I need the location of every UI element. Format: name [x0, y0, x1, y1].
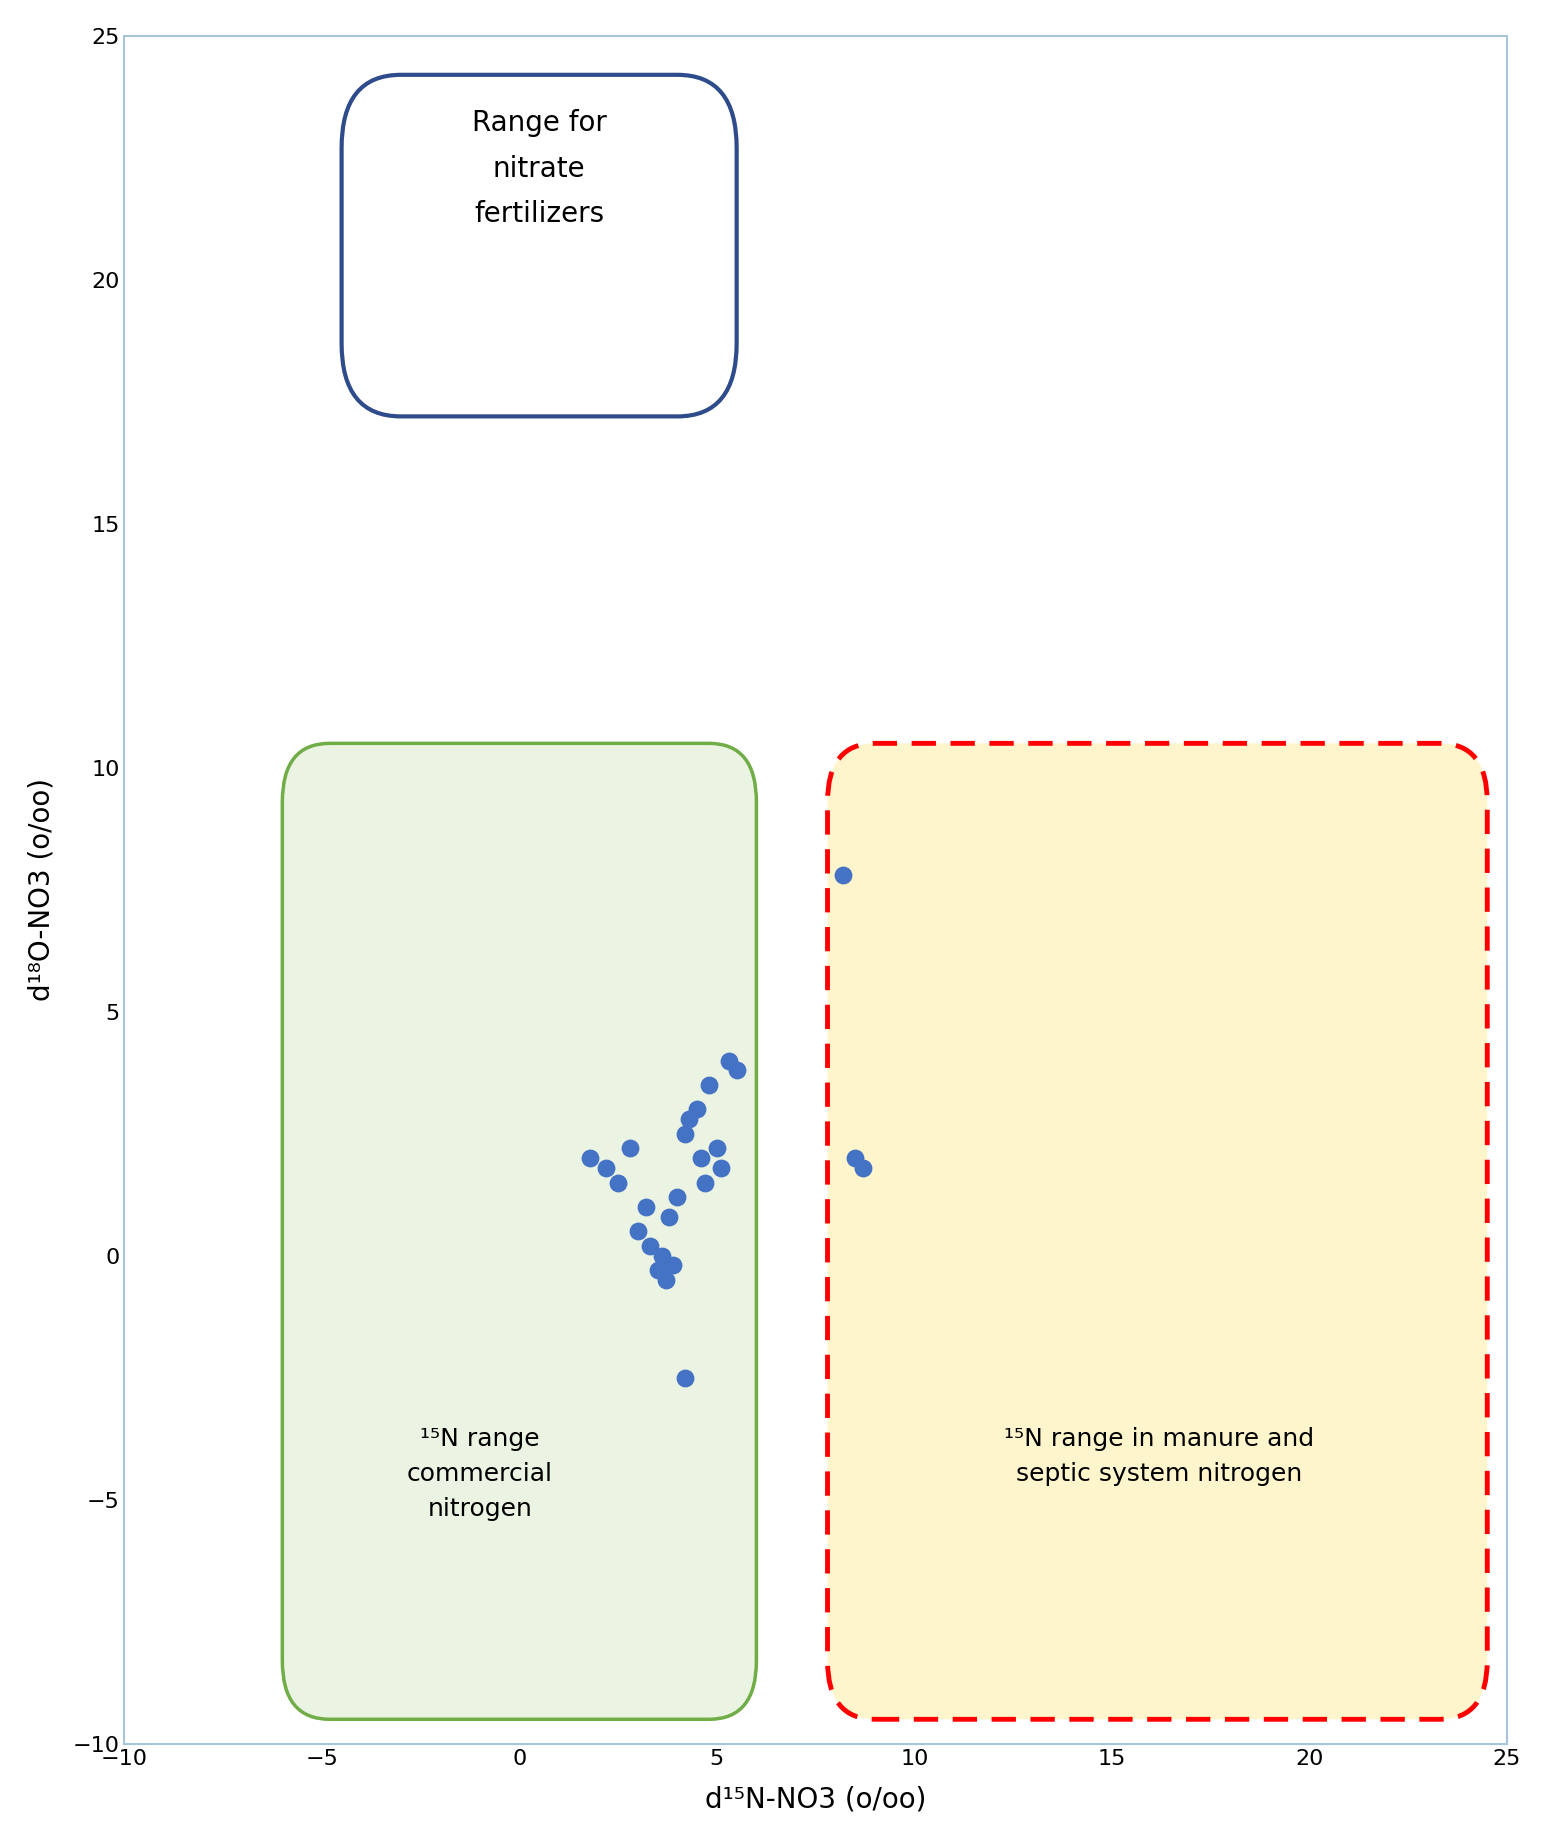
- Point: [593, 1152, 618, 1182]
- Point: [689, 1143, 714, 1173]
- Point: [685, 1095, 709, 1125]
- Point: [665, 1182, 689, 1211]
- Text: ¹⁵N range
commercial
nitrogen: ¹⁵N range commercial nitrogen: [407, 1427, 553, 1521]
- Point: [661, 1250, 686, 1279]
- Point: [677, 1105, 702, 1134]
- Point: [578, 1143, 603, 1173]
- Point: [830, 860, 855, 889]
- Point: [657, 1202, 682, 1232]
- Point: [606, 1167, 630, 1197]
- Text: Range for
nitrate
fertilizers: Range for nitrate fertilizers: [472, 109, 607, 228]
- Point: [716, 1046, 740, 1075]
- FancyBboxPatch shape: [827, 744, 1487, 1719]
- Point: [850, 1152, 875, 1182]
- Point: [634, 1193, 658, 1222]
- Point: [637, 1232, 661, 1261]
- Point: [626, 1217, 651, 1246]
- Point: [708, 1152, 733, 1182]
- Point: [843, 1143, 867, 1173]
- Text: ¹⁵N range in manure and
septic system nitrogen: ¹⁵N range in manure and septic system ni…: [1004, 1427, 1315, 1486]
- Point: [646, 1256, 671, 1285]
- Point: [725, 1055, 750, 1084]
- Point: [649, 1241, 674, 1270]
- FancyBboxPatch shape: [342, 75, 737, 416]
- Point: [672, 1119, 697, 1149]
- Point: [692, 1167, 717, 1197]
- X-axis label: d¹⁵N-NO3 (o/oo): d¹⁵N-NO3 (o/oo): [705, 1786, 926, 1813]
- Point: [697, 1070, 722, 1099]
- Point: [705, 1134, 730, 1164]
- FancyBboxPatch shape: [282, 744, 756, 1719]
- Y-axis label: d¹⁸O-NO3 (o/oo): d¹⁸O-NO3 (o/oo): [28, 779, 56, 1002]
- Point: [654, 1265, 678, 1294]
- Point: [672, 1362, 697, 1392]
- Point: [618, 1134, 643, 1164]
